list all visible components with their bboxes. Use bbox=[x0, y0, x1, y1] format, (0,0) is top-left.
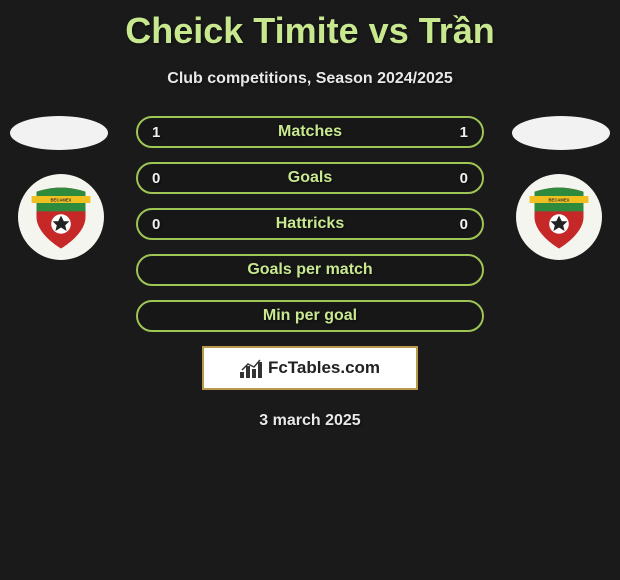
stat-row-goals: 0 Goals 0 bbox=[136, 162, 484, 194]
svg-text:BECAMEX: BECAMEX bbox=[549, 198, 570, 203]
shield-icon: BECAMEX bbox=[26, 182, 96, 252]
shield-icon: BECAMEX bbox=[524, 182, 594, 252]
brand-text: FcTables.com bbox=[268, 358, 380, 378]
stat-row-hattricks: 0 Hattricks 0 bbox=[136, 208, 484, 240]
comparison-panel: BECAMEX BECAMEX 1 Matches 1 0 Goals 0 0 … bbox=[0, 116, 620, 430]
stat-row-min-per-goal: Min per goal bbox=[136, 300, 484, 332]
bars-icon bbox=[240, 358, 264, 378]
stat-label: Matches bbox=[278, 123, 342, 141]
stat-left-value: 0 bbox=[152, 170, 168, 187]
date-text: 3 march 2025 bbox=[0, 412, 620, 430]
stat-rows: 1 Matches 1 0 Goals 0 0 Hattricks 0 Goal… bbox=[136, 116, 484, 332]
stat-row-matches: 1 Matches 1 bbox=[136, 116, 484, 148]
stat-left-value: 1 bbox=[152, 124, 168, 141]
stat-right-value: 1 bbox=[452, 124, 468, 141]
subtitle: Club competitions, Season 2024/2025 bbox=[0, 70, 620, 88]
stat-right-value: 0 bbox=[452, 216, 468, 233]
player-avatar-right bbox=[512, 116, 610, 150]
stat-left-value: 0 bbox=[152, 216, 168, 233]
brand-link[interactable]: FcTables.com bbox=[202, 346, 418, 390]
stat-label: Goals bbox=[288, 169, 332, 187]
stat-right-value: 0 bbox=[452, 170, 468, 187]
club-badge-right: BECAMEX bbox=[516, 174, 602, 260]
stat-label: Goals per match bbox=[247, 261, 372, 279]
svg-text:BECAMEX: BECAMEX bbox=[51, 198, 72, 203]
player-avatar-left bbox=[10, 116, 108, 150]
stat-row-goals-per-match: Goals per match bbox=[136, 254, 484, 286]
stat-label: Hattricks bbox=[276, 215, 344, 233]
club-badge-left: BECAMEX bbox=[18, 174, 104, 260]
stat-label: Min per goal bbox=[263, 307, 357, 325]
page-title: Cheick Timite vs Trần bbox=[0, 0, 620, 52]
